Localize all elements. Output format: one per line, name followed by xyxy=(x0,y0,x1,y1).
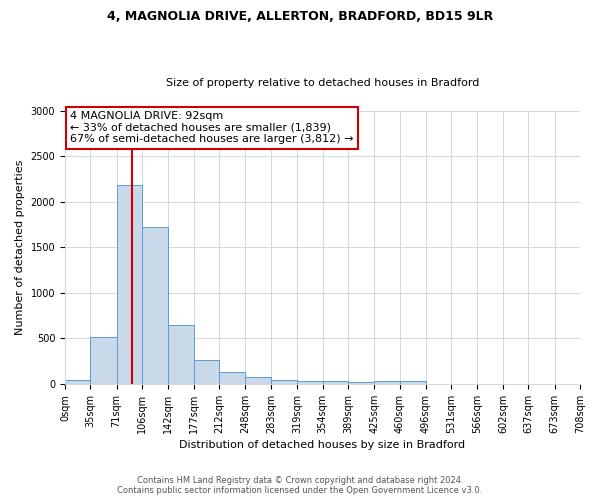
Y-axis label: Number of detached properties: Number of detached properties xyxy=(15,160,25,335)
Bar xyxy=(297,381,323,384)
Bar xyxy=(65,380,91,384)
Bar xyxy=(142,228,169,384)
Bar xyxy=(323,381,348,384)
Bar xyxy=(245,376,271,384)
Bar xyxy=(374,381,400,384)
Text: 4 MAGNOLIA DRIVE: 92sqm
← 33% of detached houses are smaller (1,839)
67% of semi: 4 MAGNOLIA DRIVE: 92sqm ← 33% of detache… xyxy=(70,111,353,144)
Title: Size of property relative to detached houses in Bradford: Size of property relative to detached ho… xyxy=(166,78,479,88)
Text: Contains HM Land Registry data © Crown copyright and database right 2024.
Contai: Contains HM Land Registry data © Crown c… xyxy=(118,476,482,495)
Bar xyxy=(271,380,297,384)
Bar xyxy=(400,381,426,384)
Bar xyxy=(219,372,245,384)
Text: 4, MAGNOLIA DRIVE, ALLERTON, BRADFORD, BD15 9LR: 4, MAGNOLIA DRIVE, ALLERTON, BRADFORD, B… xyxy=(107,10,493,23)
Bar xyxy=(169,325,194,384)
Bar xyxy=(116,184,142,384)
Bar xyxy=(194,360,219,384)
Bar xyxy=(91,336,116,384)
Bar xyxy=(348,382,374,384)
X-axis label: Distribution of detached houses by size in Bradford: Distribution of detached houses by size … xyxy=(179,440,466,450)
